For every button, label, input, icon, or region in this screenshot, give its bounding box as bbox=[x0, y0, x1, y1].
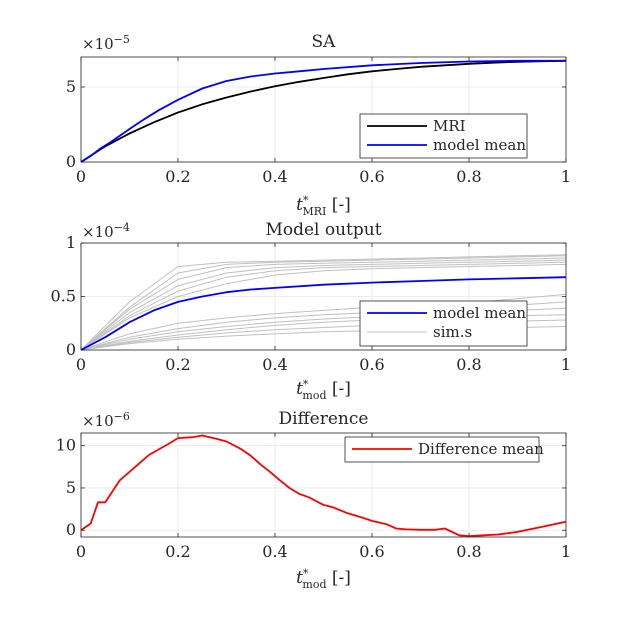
exponent-label: ×10−6 bbox=[82, 410, 130, 430]
x-axis-label: t* mod [-] bbox=[296, 378, 351, 402]
legend-label: model mean bbox=[433, 304, 526, 322]
series-line-sim-6 bbox=[80, 263, 567, 351]
x-axis-label: t* mod [-] bbox=[296, 567, 351, 591]
series-line-model-mean bbox=[80, 59, 566, 163]
x-tick-label: 0.4 bbox=[262, 167, 287, 186]
y-tick-label: 0 bbox=[66, 152, 76, 171]
y-tick-label: 10 bbox=[56, 436, 76, 455]
x-tick-label: 1 bbox=[561, 167, 571, 186]
legend-label: Difference mean bbox=[418, 440, 544, 458]
x-tick-label: 0.8 bbox=[456, 542, 481, 561]
chart-panel-2: 0 0.2 0.4 0.6 0.8 1 0 0.5 1 ×10−4 Model output t* mo… bbox=[51, 220, 572, 402]
x-tick-label: 0.8 bbox=[456, 167, 481, 186]
series-line-sim-s bbox=[80, 254, 567, 351]
legend-label: sim.s bbox=[433, 323, 472, 341]
legend-label: model mean bbox=[433, 136, 526, 154]
legend-label: MRI bbox=[433, 117, 466, 135]
x-tick-label: 1 bbox=[561, 542, 571, 561]
x-tick-label: 0.2 bbox=[165, 167, 190, 186]
x-tick-label: 0.6 bbox=[359, 355, 384, 374]
series-line-sim-5 bbox=[80, 261, 567, 351]
series-line-sim-4 bbox=[80, 259, 567, 351]
legend: Difference mean bbox=[344, 436, 544, 463]
x-tick-label: 0.4 bbox=[262, 355, 287, 374]
series-line-mri bbox=[80, 59, 567, 163]
x-tick-label: 0.8 bbox=[456, 355, 481, 374]
y-tick-label: 5 bbox=[66, 478, 76, 497]
legend-box bbox=[359, 300, 528, 347]
chart-title: Model output bbox=[265, 220, 381, 240]
chart-title: Difference bbox=[279, 409, 369, 429]
series-line-sim-3 bbox=[80, 257, 567, 351]
x-tick-label: 0.6 bbox=[359, 542, 384, 561]
series-line-difference-mean bbox=[80, 434, 567, 538]
y-tick-label: 0.5 bbox=[51, 287, 76, 306]
y-tick-label: 5 bbox=[66, 77, 76, 96]
x-tick-label: 0 bbox=[76, 542, 86, 561]
x-tick-label: 0.2 bbox=[165, 542, 190, 561]
series-line-model-mean bbox=[80, 276, 567, 351]
y-tick-label: 0 bbox=[66, 520, 76, 539]
x-tick-label: 0.2 bbox=[165, 355, 190, 374]
x-tick-label: 0 bbox=[76, 167, 86, 186]
x-axis-label: t* MRI [-] bbox=[296, 194, 351, 218]
axes-box bbox=[80, 432, 567, 538]
x-tick-label: 0.6 bbox=[359, 167, 384, 186]
chart-panel-1: 0 0.2 0.4 0.6 0.8 1 0 5 ×10−5 SA t* MRI [-] MRImodel… bbox=[66, 32, 571, 218]
series-line-sim-2 bbox=[80, 255, 567, 351]
exponent-label: ×10−5 bbox=[82, 33, 130, 53]
axes-box bbox=[80, 56, 567, 163]
exponent-label: ×10−4 bbox=[82, 221, 130, 241]
x-tick-label: 1 bbox=[561, 355, 571, 374]
legend-box bbox=[359, 113, 528, 159]
x-tick-label: 0.4 bbox=[262, 542, 287, 561]
x-tick-label: 0 bbox=[76, 355, 86, 374]
y-tick-label: 0 bbox=[66, 340, 76, 359]
chart-title: SA bbox=[312, 32, 337, 52]
y-tick-label: 1 bbox=[66, 233, 76, 252]
